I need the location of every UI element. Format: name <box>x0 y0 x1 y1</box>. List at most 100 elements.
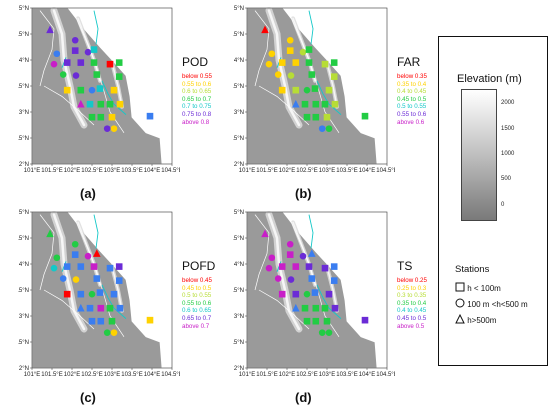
station-square-marker <box>77 86 85 94</box>
legend-row: 0.4 to 0.45 <box>397 88 427 96</box>
y-tick-label: 4.5°N <box>233 236 244 242</box>
state-boundary <box>254 10 270 87</box>
station-circle-marker <box>103 329 111 336</box>
station-triangle-marker <box>46 229 54 238</box>
y-tick-label: 3.5°N <box>233 288 244 294</box>
station-square-marker <box>361 112 369 120</box>
station-square-marker <box>331 304 339 312</box>
station-square-marker <box>110 86 118 94</box>
station-square-marker <box>108 317 116 325</box>
station-square-marker <box>116 100 124 108</box>
legend-row: below 0.25 <box>397 277 427 284</box>
elevation-legend-box: Elevation (m) 2000 1500 1000 500 0 Stations … <box>438 36 548 366</box>
station-circle-marker <box>286 36 294 44</box>
station-circle-marker <box>103 125 111 132</box>
station-triangle-marker <box>77 99 85 108</box>
x-tick-label: 101.5°E <box>41 372 62 376</box>
x-tick-label: 103.5°E <box>121 372 142 376</box>
station-square-marker <box>330 59 338 66</box>
legend-row: 0.55 to 0.6 <box>182 299 212 307</box>
y-tick-label: 4.5°N <box>18 32 29 38</box>
state-boundary <box>39 214 55 291</box>
station-square-marker <box>106 264 114 272</box>
state-boundary <box>258 289 310 330</box>
station-square-marker <box>330 263 338 270</box>
station-square-marker <box>308 71 316 78</box>
legend-row: 0.5 to 0.55 <box>397 103 427 111</box>
station-square-marker <box>292 86 300 94</box>
y-tick-label: 5°N <box>19 6 29 12</box>
river-line <box>101 284 127 319</box>
station-square-marker <box>311 289 319 296</box>
station-square-marker <box>312 113 320 121</box>
station-square-marker <box>63 263 71 270</box>
state-boundary <box>43 289 95 330</box>
state-boundary <box>39 10 55 87</box>
station-square-marker <box>321 304 329 312</box>
map-svg: 101°E 101.5°E 102°E 102.5°E 103°E 103.5°E 104°… <box>233 210 395 376</box>
station-square-marker <box>301 304 309 312</box>
x-tick-label: 102°E <box>279 168 295 172</box>
colorbar-tick-label: 2000 <box>501 100 515 107</box>
state-boundary <box>43 85 95 126</box>
station-square-marker <box>278 59 286 66</box>
y-tick-label: 4°N <box>19 58 29 64</box>
y-tick-label: 2.5°N <box>18 340 29 346</box>
station-square-marker <box>321 264 329 272</box>
map-c: 101°E 101.5°E 102°E 102.5°E 103°E 103.5°E 104°… <box>18 204 180 376</box>
station-square-marker <box>116 304 124 312</box>
station-square-marker <box>88 113 96 121</box>
station-square-marker <box>93 275 101 282</box>
station-circle-marker <box>59 275 67 282</box>
x-tick-label: 104°E <box>359 372 375 376</box>
station-square-marker <box>361 316 369 324</box>
station-square-marker <box>312 304 320 312</box>
x-tick-label: 103°E <box>319 372 335 376</box>
station-square-marker <box>308 275 316 282</box>
station-triangle-marker <box>292 303 300 312</box>
station-square-marker <box>97 304 105 312</box>
station-legend-triangle: h>500m <box>455 313 497 325</box>
station-square-marker <box>93 71 101 78</box>
terrain-peak <box>326 61 338 108</box>
station-square-marker <box>115 263 123 270</box>
x-tick-label: 102.5°E <box>296 168 317 172</box>
metric-title-b: FAR <box>397 55 421 69</box>
station-square-marker <box>278 86 286 94</box>
panel-label-a: (a) <box>80 186 96 201</box>
river-line <box>93 214 99 249</box>
station-circle-marker <box>287 276 295 283</box>
x-tick-label: 104°E <box>144 168 160 172</box>
x-tick-label: 104.5°E <box>376 372 395 376</box>
station-circle-marker <box>50 60 58 68</box>
y-tick-label: 4°N <box>19 262 29 268</box>
station-square-marker <box>330 277 338 284</box>
map-d: 101°E 101.5°E 102°E 102.5°E 103°E 103.5°E 104°… <box>233 204 395 376</box>
panel-a: 101°E 101.5°E 102°E 102.5°E 103°E 103.5°E 104°… <box>0 0 215 204</box>
terrain-peak <box>326 265 338 312</box>
legend-row: 0.45 to 0.5 <box>182 284 212 292</box>
x-tick-label: 103.5°E <box>121 168 142 172</box>
legend-row: above 0.8 <box>182 118 210 126</box>
x-tick-label: 103.5°E <box>336 168 357 172</box>
station-square-marker <box>96 85 104 92</box>
station-circle-marker <box>72 276 80 283</box>
station-circle-marker <box>88 86 96 94</box>
y-tick-label: 2.5°N <box>233 340 244 346</box>
x-tick-label: 103°E <box>104 168 120 172</box>
metric-title-d: TS <box>397 259 413 273</box>
station-circle-marker <box>318 125 326 132</box>
elevation-legend-title: Elevation (m) <box>457 73 522 85</box>
station-square-marker <box>305 59 313 66</box>
y-tick-label: 4.5°N <box>18 236 29 242</box>
y-tick-label: 2°N <box>234 366 244 372</box>
legend-row: below 0.55 <box>182 73 212 80</box>
station-square-marker <box>286 47 294 54</box>
station-square-marker <box>108 113 116 121</box>
x-tick-label: 101.5°E <box>256 168 277 172</box>
x-tick-label: 101°E <box>24 372 40 376</box>
station-square-marker <box>292 59 300 66</box>
legend-row: 0.6 to 0.65 <box>182 88 212 96</box>
station-legend-triangle-label: h>500m <box>467 316 497 325</box>
station-circle-marker <box>84 252 92 260</box>
